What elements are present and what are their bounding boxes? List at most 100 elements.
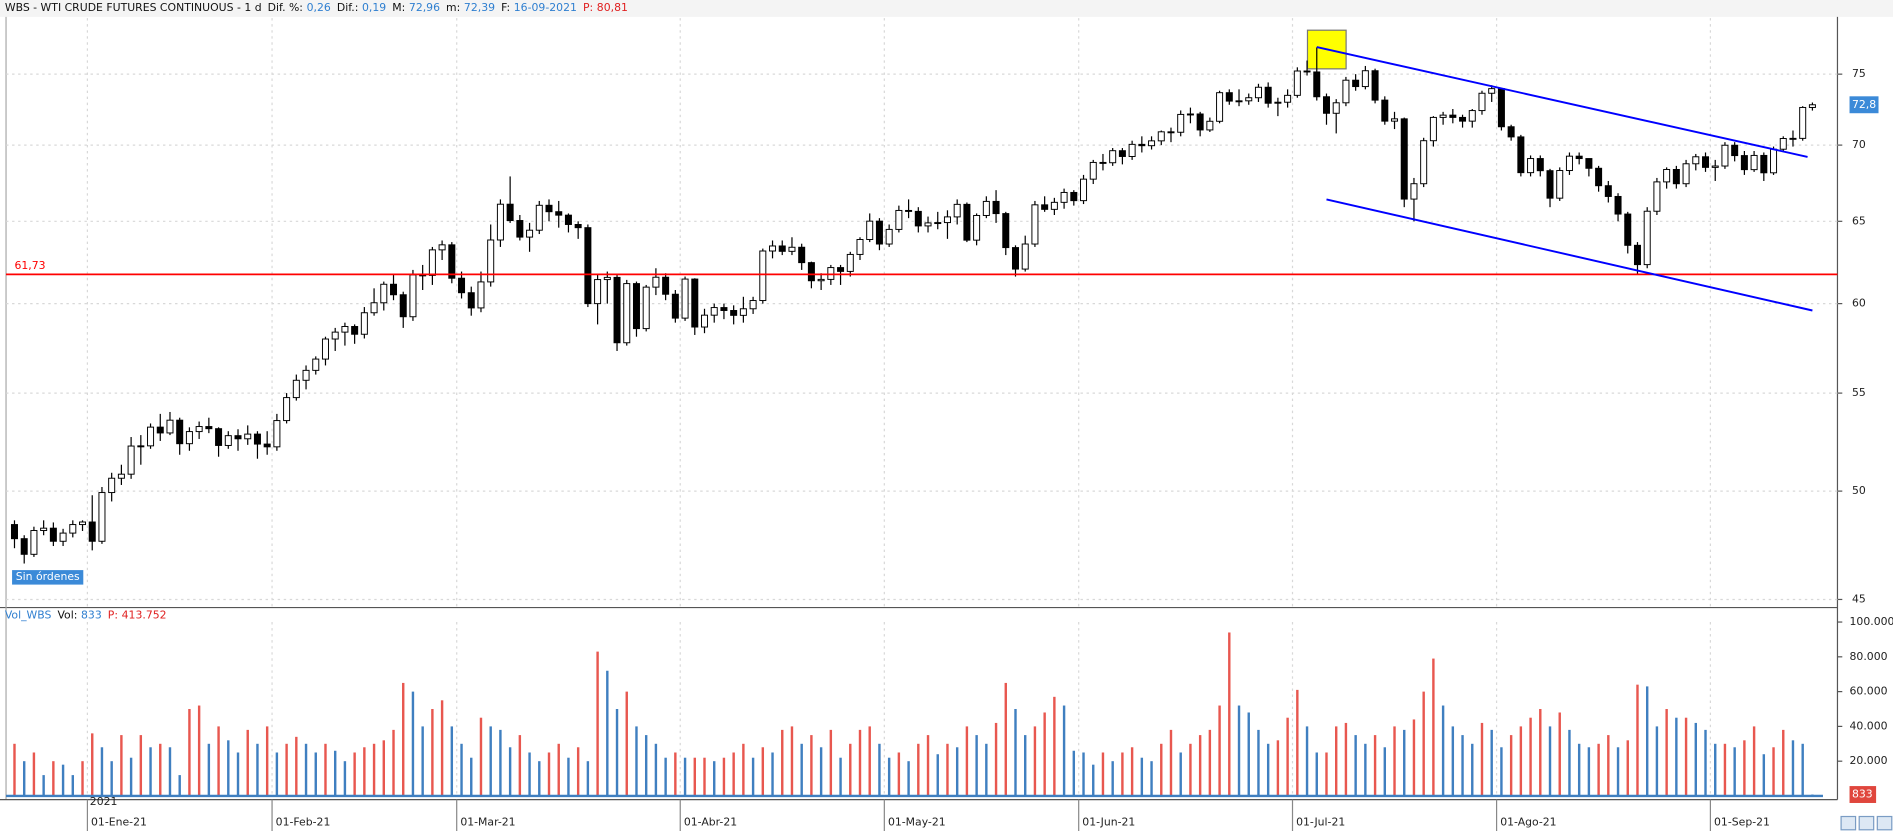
volume-bar: [1752, 726, 1756, 796]
volume-bar: [887, 757, 891, 796]
volume-bar: [402, 682, 405, 796]
volume-bar: [1130, 747, 1134, 796]
candle-body: [749, 300, 757, 310]
volume-bar: [246, 729, 249, 796]
volume-bar: [1325, 752, 1328, 796]
volume-bar: [839, 757, 842, 796]
stat-label: Dif.:: [336, 2, 359, 15]
volume-bar: [761, 747, 765, 796]
candle-body: [1595, 167, 1603, 187]
candle-body: [1663, 168, 1671, 183]
y-tick-label: 40.000: [1850, 719, 1888, 732]
y-tick-label: 55: [1852, 386, 1866, 399]
x-tick-label: 01-Mar-21: [460, 816, 515, 829]
candle-body: [1011, 247, 1019, 270]
candle-body: [10, 524, 18, 540]
candle-body: [1478, 92, 1486, 112]
x-tick-label: 01-May-21: [888, 816, 946, 829]
candle-body: [837, 267, 845, 272]
candle-body: [1468, 110, 1476, 122]
volume-bar: [819, 747, 823, 796]
candle-body: [1216, 92, 1224, 122]
volume-bar: [1228, 632, 1231, 796]
stat-label: P:: [582, 2, 594, 15]
candle-body: [1041, 204, 1049, 210]
candle-body: [137, 445, 145, 448]
candle-body: [1400, 118, 1408, 200]
scroll-button[interactable]: [1840, 815, 1857, 831]
candle-body: [1517, 136, 1525, 174]
volume-bar: [91, 733, 94, 796]
candle-body: [458, 277, 466, 294]
settings-button[interactable]: [1876, 815, 1893, 831]
candle-body: [739, 308, 747, 316]
volume-bar: [1684, 717, 1688, 796]
channel-lower: [1326, 198, 1813, 312]
candle-body: [1031, 204, 1039, 245]
candle-body: [798, 246, 806, 264]
candle-body: [1138, 143, 1146, 147]
candle-body: [594, 279, 602, 305]
y-tick-label: 70: [1852, 138, 1866, 151]
volume-bar: [499, 729, 502, 796]
volume-bar: [1364, 743, 1367, 796]
volume-bar: [508, 747, 512, 796]
candle-body: [720, 307, 728, 311]
volume-bar: [713, 761, 716, 796]
volume-bar: [1558, 712, 1561, 796]
candle-body: [215, 428, 223, 446]
volume-bar: [606, 670, 609, 796]
stat-label: P:: [107, 609, 119, 623]
volume-bar: [1266, 743, 1270, 796]
volume-bar: [81, 761, 84, 796]
candle-body: [1254, 86, 1262, 99]
volume-bar: [1655, 726, 1659, 796]
volume-bar: [1412, 719, 1416, 796]
volume-bar: [1033, 726, 1037, 796]
save-button[interactable]: [1858, 815, 1875, 831]
volume-bar: [1539, 709, 1542, 796]
volume-bar: [353, 752, 356, 796]
candle-body: [1449, 114, 1457, 118]
candle-body: [1157, 131, 1165, 142]
x-tick-label: 01-Sep-21: [1714, 816, 1770, 829]
volume-bar: [129, 757, 133, 796]
stat-label: Dif. %:: [267, 2, 303, 15]
volume-bar: [1315, 752, 1318, 796]
volume-bar: [1529, 717, 1532, 796]
volume-bar: [1334, 726, 1338, 796]
volume-bar: [800, 743, 803, 796]
candle-body: [1070, 191, 1078, 202]
volume-bar: [110, 761, 113, 796]
instrument-title: WBS - WTI CRUDE FUTURES CONTINUOUS - 1 d: [4, 2, 262, 15]
candle-body: [817, 278, 825, 282]
candle-body: [846, 253, 854, 272]
volume-bar: [217, 726, 220, 796]
volume-bar: [333, 750, 337, 796]
volume-bar: [849, 743, 852, 796]
candle-body: [1303, 70, 1311, 73]
order-status: Sin órdenes: [12, 570, 84, 585]
candle-body: [1429, 116, 1437, 142]
volume-bar: [168, 747, 172, 796]
volume-bar: [285, 743, 288, 796]
candle-body: [701, 314, 709, 328]
candle-body: [963, 203, 971, 241]
x-tick-label: 01-Ene-21: [91, 816, 147, 829]
candle-body: [1118, 150, 1126, 157]
candle-body: [1682, 163, 1690, 185]
candle-body: [409, 274, 417, 318]
volume-bar: [1101, 752, 1105, 796]
candle-body: [224, 435, 232, 446]
volume-bar: [635, 726, 638, 796]
volume-bar: [1121, 752, 1124, 796]
volume-bar: [275, 752, 279, 796]
candle-body: [1186, 113, 1194, 116]
y-tick-label: 80.000: [1850, 650, 1888, 663]
candle-body: [1196, 113, 1204, 131]
volume-bar: [1509, 735, 1513, 796]
candle-body: [176, 419, 184, 445]
candle-body: [244, 433, 252, 440]
volume-bar: [1403, 729, 1406, 796]
